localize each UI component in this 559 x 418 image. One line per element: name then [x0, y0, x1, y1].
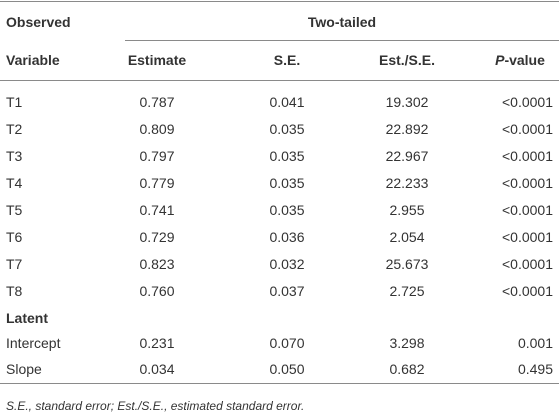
section-label: Latent: [6, 310, 48, 326]
cell: 2.725: [389, 283, 425, 299]
header-cell: Two-tailed: [307, 14, 377, 30]
cell: 3.298: [389, 335, 425, 351]
cell: 0.231: [139, 335, 175, 351]
cell: 2.054: [389, 229, 425, 245]
column-header: Estimate: [127, 52, 187, 68]
cell: 0.729: [139, 229, 175, 245]
column-header: Est./S.E.: [378, 52, 436, 68]
header-cell: Observed: [6, 14, 71, 30]
cell: 0.035: [269, 202, 305, 218]
cell: <0.0001: [502, 256, 553, 272]
cell: 0.070: [269, 335, 305, 351]
cell: <0.0001: [502, 121, 553, 137]
row-label: T4: [6, 175, 23, 191]
row-label: T3: [6, 148, 23, 164]
cell: 25.673: [385, 256, 429, 272]
cell: 0.797: [139, 148, 175, 164]
cell: 22.967: [385, 148, 429, 164]
cell: 0.037: [269, 283, 305, 299]
cell: 0.760: [139, 283, 175, 299]
cell: 0.032: [269, 256, 305, 272]
row-label: T8: [6, 283, 23, 299]
cell: 0.050: [269, 361, 305, 377]
cell: 0.035: [269, 175, 305, 191]
cell: 22.892: [385, 121, 429, 137]
cell: 0.001: [517, 335, 553, 351]
cell: 0.035: [269, 121, 305, 137]
row-label: T7: [6, 256, 23, 272]
cell: 0.034: [139, 361, 175, 377]
cell: 0.787: [139, 94, 175, 110]
cell: <0.0001: [502, 202, 553, 218]
column-header: Variable: [6, 52, 60, 68]
row-label: Intercept: [6, 335, 61, 351]
top-rule: [0, 1, 559, 2]
cell: 0.041: [269, 94, 305, 110]
footnote: S.E., standard error; Est./S.E., estimat…: [6, 399, 305, 413]
cell: 0.682: [389, 361, 425, 377]
cell: 19.302: [385, 94, 429, 110]
cell: <0.0001: [502, 175, 553, 191]
row-label: T5: [6, 202, 23, 218]
cell: 2.955: [389, 202, 425, 218]
row-label: T1: [6, 94, 23, 110]
cell: 22.233: [385, 175, 429, 191]
header-italic: P: [495, 52, 505, 68]
cell: 0.823: [139, 256, 175, 272]
cell: 0.741: [139, 202, 175, 218]
cell: <0.0001: [502, 94, 553, 110]
header-text: -value: [504, 52, 545, 68]
cell: 0.495: [517, 361, 553, 377]
cell: <0.0001: [502, 283, 553, 299]
cell: <0.0001: [502, 229, 553, 245]
row-label: T2: [6, 121, 23, 137]
cell: 0.779: [139, 175, 175, 191]
column-header: S.E.: [273, 52, 301, 68]
cell: <0.0001: [502, 148, 553, 164]
row-label: T6: [6, 229, 23, 245]
header-bottom-rule: [0, 80, 559, 81]
header-rule: [125, 40, 559, 41]
cell: 0.036: [269, 229, 305, 245]
column-header: P-value: [480, 50, 559, 70]
cell: 0.809: [139, 121, 175, 137]
row-label: Slope: [6, 361, 42, 377]
bottom-rule: [0, 383, 559, 384]
cell: 0.035: [269, 148, 305, 164]
